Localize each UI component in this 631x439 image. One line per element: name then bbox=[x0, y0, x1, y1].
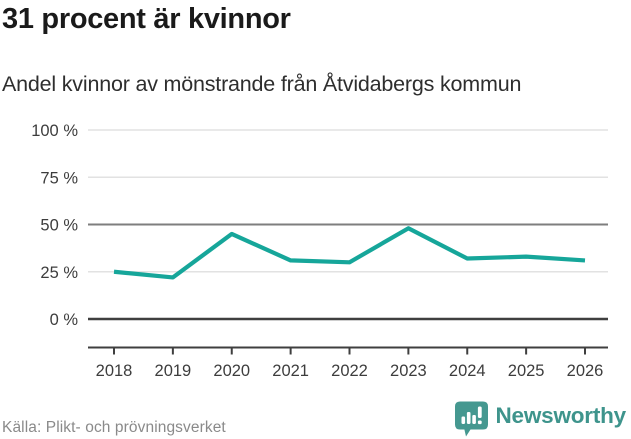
y-axis-tick-label: 0 % bbox=[50, 311, 79, 329]
page-title: 31 procent är kvinnor bbox=[2, 3, 291, 35]
exclamation-bar bbox=[478, 406, 483, 418]
x-axis-tick-label: 2024 bbox=[449, 362, 486, 380]
x-axis-tick-label: 2022 bbox=[331, 362, 368, 380]
y-axis-tick-label: 25 % bbox=[40, 264, 78, 282]
source-caption: Källa: Plikt- och prövningsverket bbox=[2, 419, 226, 436]
exclamation-dot bbox=[478, 420, 483, 425]
x-axis-tick-label: 2019 bbox=[155, 362, 192, 380]
x-axis-tick-label: 2023 bbox=[390, 362, 427, 380]
speech-bubble-shape bbox=[455, 401, 489, 437]
y-axis-tick-label: 75 % bbox=[40, 169, 78, 187]
chart-subtitle: Andel kvinnor av mönstrande från Åtvidab… bbox=[2, 72, 522, 96]
y-axis-tick-label: 50 % bbox=[40, 217, 78, 235]
x-axis-tick-label: 2018 bbox=[96, 362, 133, 380]
brand-name: Newsworthy bbox=[495, 403, 626, 428]
bar-chart-glyph bbox=[461, 406, 483, 425]
newsworthy-speech-bubble-icon bbox=[455, 401, 489, 437]
data-line-andel-kvinnor bbox=[113, 226, 586, 280]
y-axis-tick-label: 100 % bbox=[31, 122, 78, 140]
line-chart: 0 % 25 % 50 % 75 % 100 % 2018 2019 2020 2021 2022… bbox=[0, 112, 631, 394]
x-axis-tick-label: 2020 bbox=[213, 362, 250, 380]
x-axis-tick-label: 2025 bbox=[508, 362, 545, 380]
x-axis-tick-label: 2021 bbox=[272, 362, 309, 380]
line-chart-svg: 0 % 25 % 50 % 75 % 100 % 2018 2019 2020 2021 2022… bbox=[31, 122, 608, 380]
brand-logo: Newsworthy bbox=[453, 400, 626, 438]
x-axis-tick-label: 2026 bbox=[567, 362, 604, 380]
